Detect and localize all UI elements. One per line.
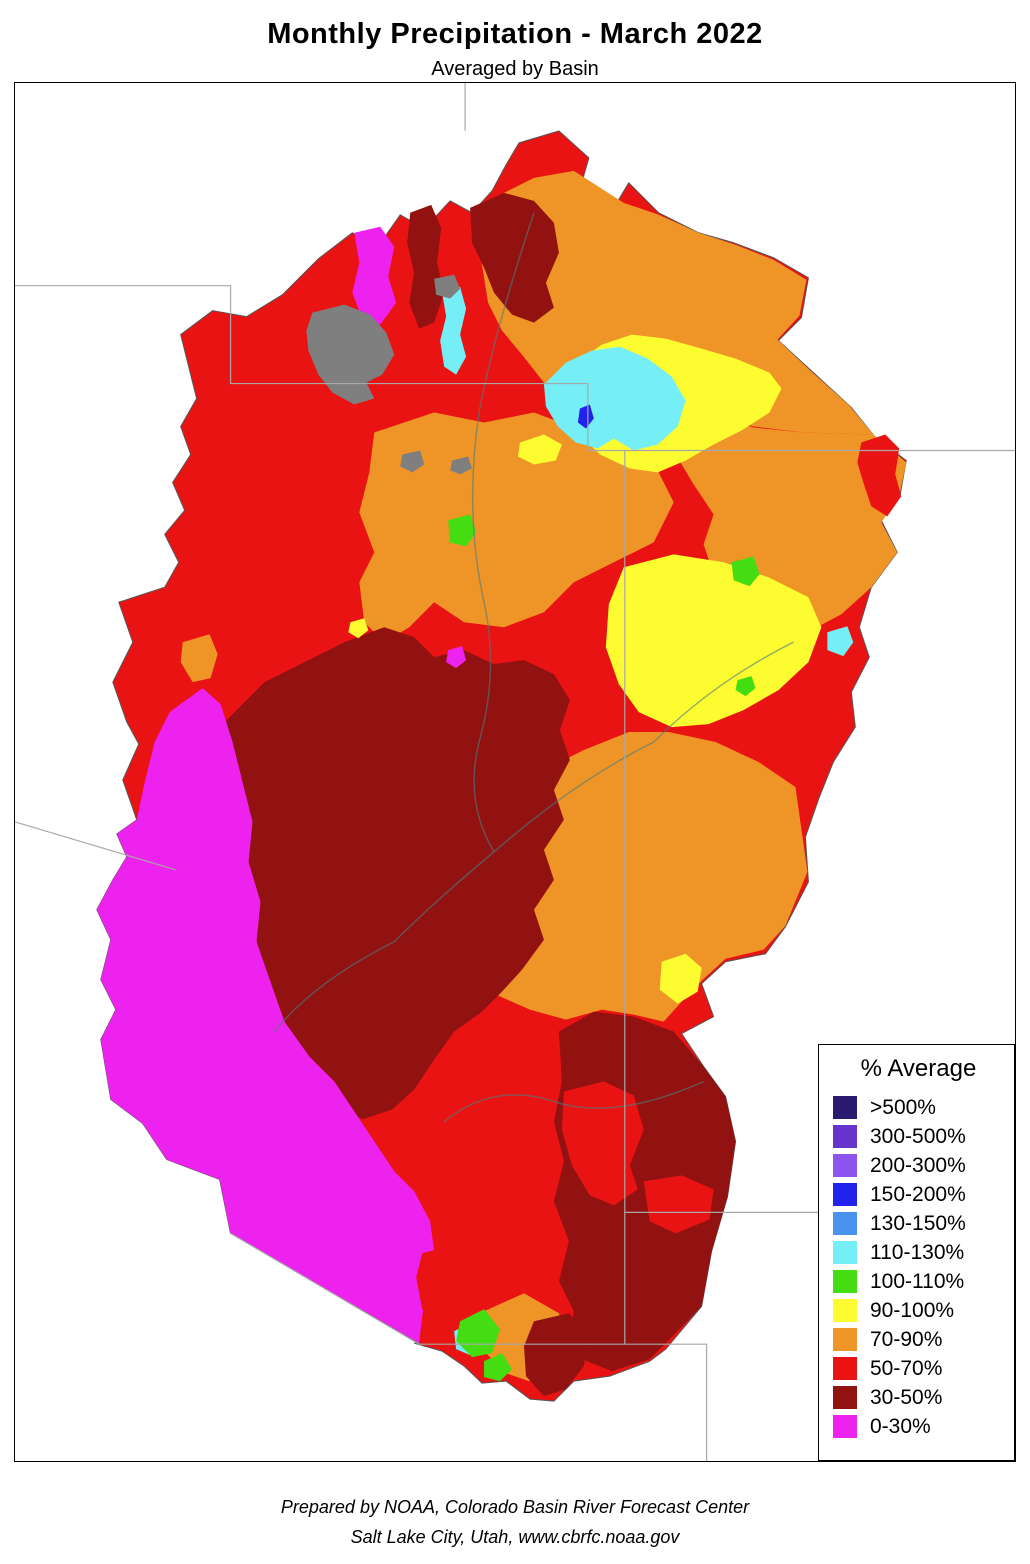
region-maroon-south-tip xyxy=(523,1313,589,1397)
region-cyan-east-dot xyxy=(827,626,854,657)
legend-label: 90-100% xyxy=(870,1298,955,1322)
legend-item: 100-110% xyxy=(833,1267,1004,1296)
regions-100-110 xyxy=(448,514,760,1382)
legend-item: 300-500% xyxy=(833,1122,1004,1151)
region-magenta-dot xyxy=(446,646,467,669)
regions-150-200 xyxy=(577,404,594,429)
regions-50-70-overlays xyxy=(416,434,902,1334)
region-green-south-a xyxy=(456,1309,501,1358)
legend-label: 0-30% xyxy=(870,1414,931,1438)
legend-label: 130-150% xyxy=(870,1211,966,1235)
legend-swatch-110-130 xyxy=(833,1241,857,1264)
legend-item: 150-200% xyxy=(833,1180,1004,1209)
legend-label: 50-70% xyxy=(870,1356,943,1380)
state-border-nm-south xyxy=(624,1343,708,1461)
legend-item: 110-130% xyxy=(833,1238,1004,1267)
legend-item: 130-150% xyxy=(833,1209,1004,1238)
region-orange-west-bit xyxy=(180,634,218,683)
legend-swatch-130-150 xyxy=(833,1212,857,1235)
regions-no-data xyxy=(306,274,473,475)
legend-label: 300-500% xyxy=(870,1124,966,1148)
region-blue-dot xyxy=(577,404,594,429)
region-magenta-top-strip xyxy=(352,226,397,325)
map-subtitle: Averaged by Basin xyxy=(431,58,599,80)
region-gray-main xyxy=(306,304,395,405)
region-green-2 xyxy=(731,556,760,587)
legend-swatch-30-50 xyxy=(833,1386,857,1409)
regions-30-50 xyxy=(218,192,736,1397)
legend-item: 50-70% xyxy=(833,1354,1004,1383)
legend-swatch-70-90 xyxy=(833,1328,857,1351)
legend-swatch-50-70 xyxy=(833,1357,857,1380)
region-red-se-2 xyxy=(643,1175,714,1234)
legend-label: 110-130% xyxy=(870,1240,965,1264)
state-border-nv xyxy=(15,821,176,871)
region-gray-2 xyxy=(434,274,461,299)
legend-item: 90-100% xyxy=(833,1296,1004,1325)
region-orange-center xyxy=(359,412,674,643)
map-canvas: % Average >500% 300-500% 200-300% 150-20… xyxy=(14,82,1016,1462)
legend-swatch-200-300 xyxy=(833,1154,857,1177)
legend-label: >500% xyxy=(870,1095,936,1119)
river-green xyxy=(471,212,535,853)
region-green-south-b xyxy=(484,1353,513,1382)
river-colorado xyxy=(273,641,794,1033)
legend-swatch-90-100 xyxy=(833,1299,857,1322)
legend-swatch-300-500 xyxy=(833,1125,857,1148)
legend-swatch-100-110 xyxy=(833,1270,857,1293)
river-san-juan xyxy=(443,1080,704,1123)
legend-label: 100-110% xyxy=(870,1269,965,1293)
region-maroon-top-strip xyxy=(407,204,445,329)
region-cyan-ne xyxy=(543,346,686,451)
state-border-mexico xyxy=(230,1232,625,1345)
state-border-ut-wy xyxy=(15,285,1015,452)
footer-line-2: Salt Lake City, Utah, www.cbrfc.noaa.gov xyxy=(350,1527,680,1547)
region-green-1 xyxy=(448,514,477,547)
legend-item: 0-30% xyxy=(833,1412,1004,1441)
region-maroon-top xyxy=(470,192,559,323)
legend-item: >500% xyxy=(833,1093,1004,1122)
legend-label: 70-90% xyxy=(870,1327,943,1351)
region-yellow-small-2 xyxy=(659,953,702,1004)
region-cyan-strip xyxy=(440,286,467,375)
region-yellow-small-1 xyxy=(517,434,562,465)
region-magenta-southwest xyxy=(96,688,435,1344)
legend-item: 30-50% xyxy=(833,1383,1004,1412)
region-gray-3 xyxy=(400,450,425,473)
legend-item: 70-90% xyxy=(833,1325,1004,1354)
region-yellow-east xyxy=(605,554,822,728)
region-yellow-small-3 xyxy=(348,618,369,639)
legend-item: 200-300% xyxy=(833,1151,1004,1180)
legend-label: 150-200% xyxy=(870,1182,966,1206)
region-red-south xyxy=(416,1245,469,1334)
basin-map-svg xyxy=(15,83,1015,1461)
region-red-east-edge xyxy=(857,434,902,517)
legend-label: 200-300% xyxy=(870,1153,966,1177)
legend-swatch-gt500 xyxy=(833,1096,857,1119)
region-gray-4 xyxy=(450,456,473,475)
legend-label: 30-50% xyxy=(870,1385,943,1409)
region-maroon-central xyxy=(218,627,570,1120)
footer: Prepared by NOAA, Colorado Basin River F… xyxy=(0,1492,1030,1552)
footer-line-1: Prepared by NOAA, Colorado Basin River F… xyxy=(280,1497,750,1517)
map-title: Monthly Precipitation - March 2022 xyxy=(267,18,763,50)
region-green-3 xyxy=(735,676,756,697)
legend-swatch-0-30 xyxy=(833,1415,857,1438)
region-red-se-1 xyxy=(561,1081,644,1206)
legend-title: % Average xyxy=(860,1055,977,1082)
legend: % Average >500% 300-500% 200-300% 150-20… xyxy=(818,1044,1015,1461)
rivers-layer xyxy=(273,212,794,1123)
legend-swatch-150-200 xyxy=(833,1183,857,1206)
